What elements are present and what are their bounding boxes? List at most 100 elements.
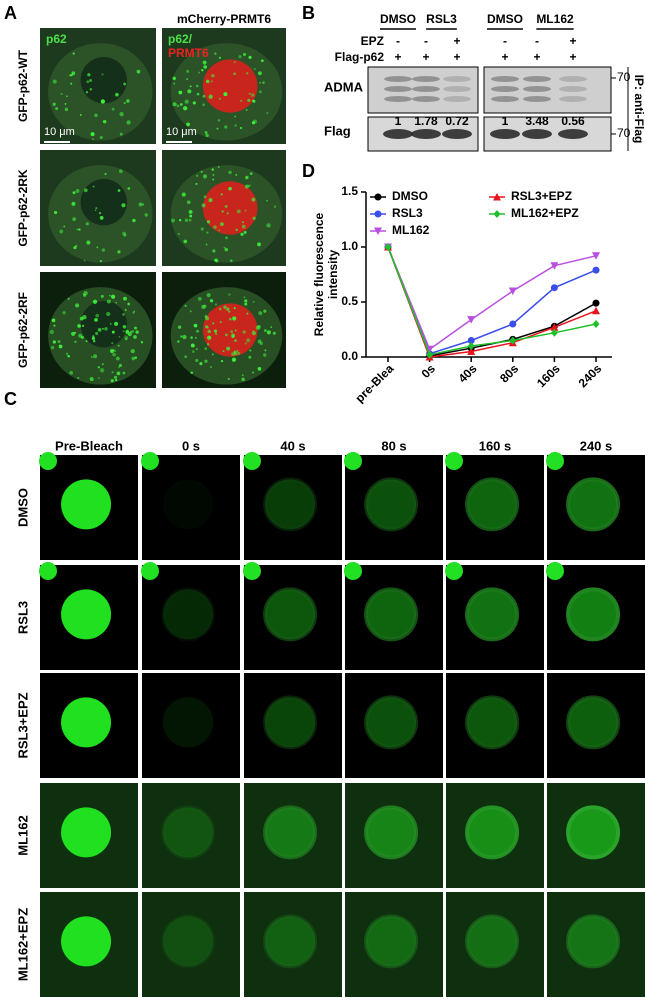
puncta <box>74 340 77 343</box>
series-line <box>387 246 597 356</box>
droplet <box>161 805 216 860</box>
puncta <box>194 336 197 339</box>
group-label: RSL3 <box>426 12 457 26</box>
puncta <box>243 230 247 234</box>
column-header: mCherry-PRMT6 <box>177 12 271 26</box>
puncta <box>203 304 207 308</box>
puncta <box>222 350 225 353</box>
column-header: 0 s <box>182 438 200 453</box>
puncta <box>230 330 233 333</box>
puncta <box>257 242 261 247</box>
puncta <box>183 106 188 111</box>
puncta <box>190 336 193 339</box>
puncta <box>114 349 117 352</box>
puncta <box>123 82 127 86</box>
puncta <box>220 359 224 363</box>
puncta <box>140 341 144 344</box>
treatment-sign: - <box>503 34 507 48</box>
puncta <box>258 90 262 94</box>
puncta <box>81 324 85 328</box>
puncta <box>108 294 111 297</box>
puncta <box>202 60 207 65</box>
puncta <box>93 340 96 343</box>
puncta <box>186 122 190 127</box>
marker <box>592 299 600 307</box>
puncta <box>218 56 222 59</box>
puncta <box>177 325 182 329</box>
micrograph <box>40 28 156 144</box>
puncta <box>99 216 104 220</box>
band <box>523 96 551 102</box>
frap-image <box>243 452 342 560</box>
puncta <box>58 344 63 349</box>
band <box>558 129 588 139</box>
puncta <box>117 250 121 254</box>
puncta <box>186 69 190 73</box>
frap-image <box>446 783 544 888</box>
group-label: DMSO <box>487 12 523 26</box>
puncta <box>200 170 203 173</box>
puncta <box>248 92 251 95</box>
puncta <box>244 184 249 189</box>
puncta <box>246 338 251 343</box>
puncta <box>72 52 75 55</box>
puncta <box>122 371 126 375</box>
frap-image <box>243 562 342 670</box>
puncta <box>188 209 193 214</box>
treatment-sign: - <box>396 34 400 48</box>
marker <box>467 342 475 350</box>
marker <box>592 252 600 260</box>
quantification: 1.78 <box>414 114 438 128</box>
puncta <box>85 340 88 343</box>
puncta <box>69 370 74 375</box>
puncta <box>195 84 199 88</box>
puncta <box>89 377 94 382</box>
image-bg <box>142 673 240 778</box>
neighbor-droplet <box>344 562 362 580</box>
puncta <box>216 127 219 130</box>
puncta <box>206 343 210 346</box>
puncta <box>223 246 226 249</box>
puncta <box>130 330 132 333</box>
puncta <box>186 78 189 81</box>
droplet <box>465 914 520 969</box>
image-bg <box>547 673 645 778</box>
puncta <box>211 353 214 356</box>
marker <box>550 323 559 331</box>
puncta <box>122 313 125 316</box>
puncta <box>131 330 135 333</box>
puncta <box>258 311 263 316</box>
puncta <box>193 323 198 328</box>
puncta <box>206 220 211 224</box>
puncta <box>77 376 80 380</box>
puncta <box>239 126 243 130</box>
puncta <box>236 349 239 352</box>
puncta <box>247 98 251 102</box>
puncta <box>226 212 229 215</box>
puncta <box>266 199 268 202</box>
y-axis-label-text: Relative fluorescence intensity <box>312 212 340 337</box>
scale-bar-label: 10 μm <box>166 126 197 138</box>
panel-label: A <box>4 3 17 23</box>
channel-label: p62 <box>46 32 67 46</box>
puncta <box>245 108 248 111</box>
puncta <box>201 203 206 208</box>
puncta <box>228 310 231 313</box>
droplet <box>61 697 112 748</box>
droplet <box>364 805 419 860</box>
puncta <box>215 259 219 263</box>
image-bg <box>244 783 342 888</box>
puncta <box>106 311 111 317</box>
marker <box>493 210 501 218</box>
neighbor-droplet <box>39 452 57 470</box>
puncta <box>132 218 136 223</box>
frap-image <box>344 562 443 670</box>
puncta <box>234 124 237 127</box>
droplet <box>161 914 216 969</box>
puncta <box>263 329 267 333</box>
puncta <box>95 207 98 210</box>
droplet <box>566 695 621 750</box>
treatment-sign: + <box>453 50 460 64</box>
neighbor-droplet <box>445 562 463 580</box>
puncta <box>111 342 114 345</box>
